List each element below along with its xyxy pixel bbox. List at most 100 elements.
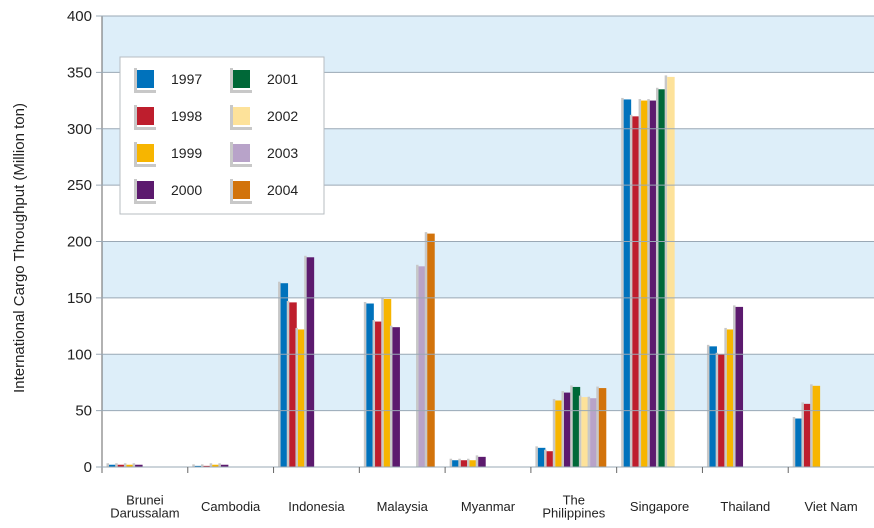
category-label: Singapore — [630, 499, 689, 514]
bar — [546, 451, 555, 467]
bar — [194, 465, 203, 467]
legend-swatch-shadow — [230, 68, 233, 90]
category-label: Philippines — [542, 506, 605, 521]
bar-shadow — [596, 386, 599, 467]
legend: 1997 1998 1999 2000 2001 2002 2003 2004 — [119, 56, 325, 215]
bar-shadow — [587, 396, 591, 467]
bar-shadow — [792, 417, 796, 467]
y-tick-labels: 0 50 100 150 200 250 300 350 400 — [67, 8, 92, 476]
bar-shadow — [715, 352, 719, 467]
category-label: The — [563, 493, 585, 508]
bar-shadow — [304, 255, 307, 467]
bar — [649, 100, 658, 467]
legend-label: 1999 — [171, 145, 202, 161]
y-tick-label: 400 — [67, 8, 92, 25]
bar — [212, 464, 220, 467]
bar-shadow — [733, 305, 736, 467]
bar-shadow — [132, 463, 136, 467]
legend-swatch-shadow — [134, 164, 156, 167]
category-label: Thailand — [720, 499, 770, 514]
y-tick-label: 300 — [67, 121, 92, 138]
bar-shadow — [535, 446, 538, 467]
bar-shadow — [286, 300, 290, 467]
bar-shadow — [655, 87, 659, 467]
bar-shadow — [200, 464, 204, 467]
bar — [126, 464, 134, 467]
bar — [135, 464, 143, 467]
legend-swatch-shadow — [230, 127, 252, 130]
bar — [641, 100, 649, 467]
bar — [117, 464, 126, 467]
legend-swatch — [137, 70, 154, 88]
bar-shadow — [278, 281, 281, 467]
bar-shadow — [381, 297, 384, 467]
legend-swatch-shadow — [230, 105, 233, 127]
bar-shadow — [372, 320, 376, 467]
bar — [297, 329, 306, 467]
grid-band — [102, 241, 874, 298]
bar-shadow — [621, 97, 624, 467]
bar — [469, 460, 478, 467]
y-tick-label: 350 — [67, 64, 92, 81]
bar — [795, 418, 803, 467]
bar-shadow — [115, 463, 118, 467]
legend-swatch-shadow — [230, 90, 252, 93]
bar — [537, 447, 546, 467]
legend-swatch — [137, 107, 154, 125]
legend-swatch-shadow — [134, 68, 137, 90]
bar — [563, 392, 572, 467]
bar — [667, 76, 675, 467]
bar — [478, 456, 486, 467]
grid-band — [102, 297, 874, 355]
bar — [803, 403, 812, 467]
bar — [383, 299, 392, 467]
bar-shadow — [578, 395, 582, 467]
bar-shadow — [647, 99, 650, 467]
y-tick-label: 100 — [67, 346, 92, 363]
legend-swatch-shadow — [134, 105, 137, 127]
bars — [106, 75, 821, 467]
y-tick-label: 200 — [67, 234, 92, 251]
legend-swatch-shadow — [134, 179, 137, 201]
y-tick-label: 50 — [75, 403, 92, 420]
bar-shadow — [706, 344, 710, 467]
legend-swatch-shadow — [230, 142, 233, 164]
bar — [709, 346, 717, 467]
bar — [366, 303, 374, 467]
bar — [306, 257, 315, 467]
bar-shadow — [449, 458, 453, 467]
legend-swatch-shadow — [134, 90, 156, 93]
legend-label: 1997 — [171, 71, 202, 87]
y-axis-label: International Cargo Throughput (Million … — [11, 103, 28, 393]
bar-shadow — [475, 455, 479, 467]
bar — [623, 99, 632, 467]
legend-swatch-shadow — [134, 142, 137, 164]
bar — [726, 329, 735, 467]
legend-swatch — [137, 181, 154, 199]
legend-swatch — [233, 144, 250, 162]
category-label: Viet Nam — [804, 499, 857, 514]
bar-shadow — [629, 114, 633, 467]
category-label: Indonesia — [288, 499, 345, 514]
bar-shadow — [467, 458, 470, 467]
bar — [427, 233, 435, 467]
bar — [590, 398, 598, 467]
category-label: Cambodia — [201, 499, 261, 514]
bar-shadow — [218, 463, 221, 467]
bar — [220, 464, 229, 467]
bar — [555, 400, 563, 467]
bar-shadow — [801, 402, 804, 467]
legend-swatch-shadow — [134, 201, 156, 204]
legend-label: 2000 — [171, 182, 202, 198]
bar — [572, 386, 581, 467]
bar — [735, 306, 744, 467]
grid-band — [102, 354, 874, 411]
legend-swatch — [233, 70, 250, 88]
legend-label: 2001 — [267, 71, 298, 87]
bar-shadow — [552, 398, 556, 467]
legend-swatch — [233, 181, 250, 199]
bar — [460, 460, 469, 467]
legend-swatch — [233, 107, 250, 125]
bar-shadow — [638, 99, 642, 467]
bar — [203, 465, 211, 467]
